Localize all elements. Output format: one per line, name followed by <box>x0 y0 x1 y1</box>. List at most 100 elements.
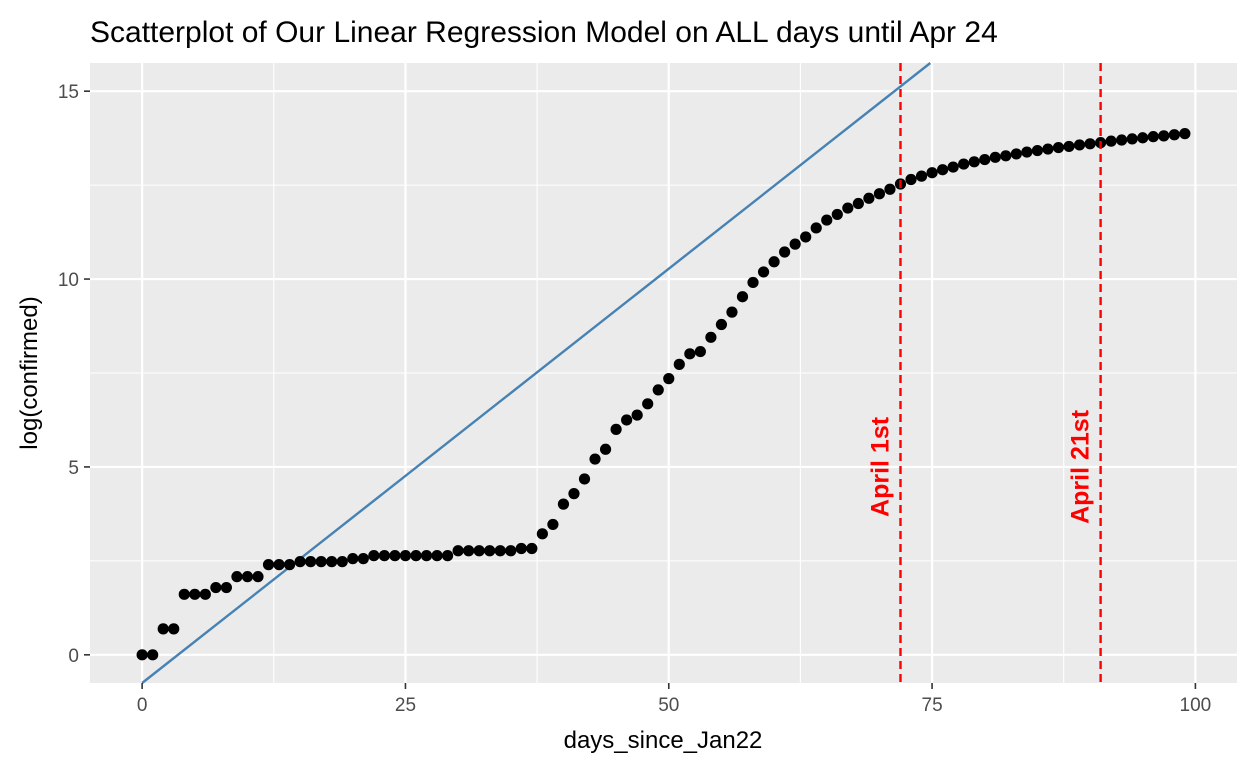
data-point <box>705 331 717 343</box>
data-point <box>336 556 348 568</box>
data-point <box>473 545 485 557</box>
data-point <box>494 545 506 557</box>
data-point <box>231 571 243 583</box>
data-point <box>599 443 612 455</box>
data-point <box>694 345 706 358</box>
data-point <box>821 214 833 226</box>
data-point <box>1158 130 1170 142</box>
data-point <box>652 384 664 396</box>
data-point <box>557 498 570 510</box>
data-point <box>1021 146 1033 158</box>
regression-line-layer <box>141 62 932 684</box>
data-point <box>178 588 190 600</box>
data-point <box>736 291 749 303</box>
data-point <box>536 528 548 540</box>
data-point <box>147 649 159 661</box>
data-point <box>1168 129 1180 141</box>
x-axis-title: days_since_Jan22 <box>564 727 763 754</box>
data-point <box>937 164 949 176</box>
data-point <box>757 266 770 278</box>
data-point <box>241 571 254 583</box>
data-point <box>199 588 211 600</box>
data-points <box>136 128 1191 661</box>
data-point <box>1126 133 1138 145</box>
data-point <box>441 550 454 562</box>
data-point <box>800 231 812 243</box>
data-point <box>431 550 443 562</box>
data-point <box>1179 128 1191 140</box>
data-point <box>621 414 633 426</box>
reference-lines: April 1st April 21st <box>866 63 1102 683</box>
data-point <box>210 581 222 594</box>
reference-line-label: April 1st <box>866 416 894 517</box>
chart-title: Scatterplot of Our Linear Regression Mod… <box>90 16 998 49</box>
x-tick-label: 50 <box>658 695 679 716</box>
data-point <box>1063 140 1075 153</box>
data-point <box>958 158 970 170</box>
data-point <box>1084 138 1096 150</box>
y-tick-label: 15 <box>58 82 79 103</box>
data-point <box>1042 143 1054 155</box>
data-point <box>726 306 738 318</box>
data-point <box>989 151 1001 163</box>
data-point <box>884 183 896 195</box>
data-point <box>252 571 264 583</box>
data-point <box>1147 131 1159 143</box>
data-point <box>842 202 854 214</box>
data-point <box>347 553 359 565</box>
data-point <box>1116 134 1128 146</box>
y-axis-title: log(confirmed) <box>16 296 43 449</box>
data-point <box>136 649 148 661</box>
data-point <box>905 173 917 186</box>
data-point <box>684 348 696 360</box>
data-point <box>947 161 959 173</box>
data-point <box>642 398 654 410</box>
data-point <box>315 556 327 568</box>
data-point <box>452 545 464 557</box>
data-point <box>863 192 875 204</box>
x-tick-label: 25 <box>395 695 416 716</box>
y-tick-label: 10 <box>58 270 79 291</box>
data-point <box>1105 135 1117 147</box>
regression-line <box>141 62 932 684</box>
data-point <box>189 588 201 600</box>
reference-line-label: April 21st <box>1067 409 1095 524</box>
data-point <box>378 550 390 562</box>
data-point <box>157 623 169 635</box>
data-point <box>663 373 675 385</box>
data-point <box>831 208 843 221</box>
data-point <box>547 518 559 531</box>
x-tick-label: 75 <box>922 695 943 716</box>
data-point <box>747 276 759 289</box>
data-point <box>1073 139 1086 151</box>
data-point <box>631 409 643 421</box>
data-point <box>294 556 306 568</box>
data-point <box>873 188 886 200</box>
data-point <box>1000 150 1012 162</box>
axes: 0 25 50 75 100 0 5 10 15 <box>58 82 1211 716</box>
data-point <box>610 423 622 435</box>
data-point <box>389 550 401 562</box>
data-point <box>505 545 517 557</box>
data-point <box>578 473 591 485</box>
x-tick-label: 100 <box>1180 695 1212 716</box>
data-point <box>673 358 685 370</box>
data-point <box>326 556 338 568</box>
data-point <box>915 170 928 182</box>
data-point <box>305 556 317 568</box>
data-point <box>1010 148 1022 160</box>
data-point <box>368 550 380 562</box>
data-point <box>779 246 791 258</box>
y-tick-label: 0 <box>68 646 79 667</box>
y-tick-label: 5 <box>68 458 79 479</box>
x-tick-label: 0 <box>137 695 148 716</box>
data-point <box>568 488 580 500</box>
data-point <box>968 156 980 168</box>
data-point <box>526 542 538 555</box>
data-point <box>262 559 275 571</box>
data-point <box>1052 141 1065 154</box>
data-point <box>420 550 433 562</box>
data-point <box>926 167 938 179</box>
data-point <box>410 550 422 562</box>
